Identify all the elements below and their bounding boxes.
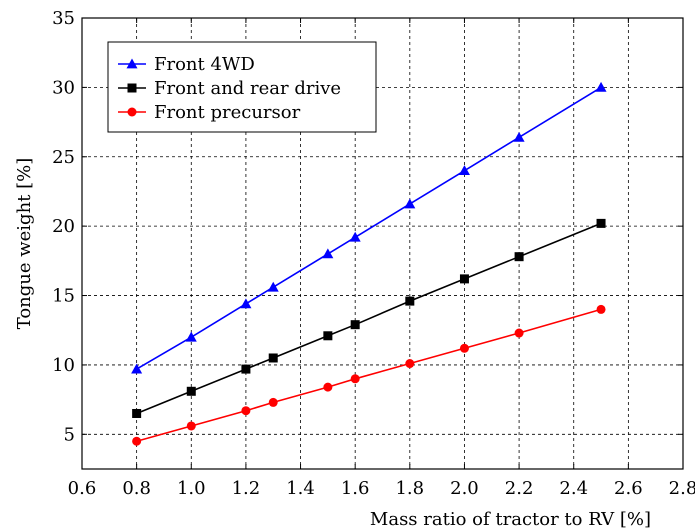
data-point bbox=[185, 331, 197, 342]
legend-item-front-precursor: Front precursor bbox=[118, 102, 301, 123]
legend-label: Front and rear drive bbox=[154, 78, 341, 99]
y-tick-label: 10 bbox=[52, 355, 75, 376]
data-point bbox=[186, 421, 196, 431]
data-point bbox=[350, 320, 360, 330]
series-line bbox=[136, 86, 602, 370]
series-front-4wd bbox=[131, 81, 607, 374]
axis-ticks bbox=[81, 17, 684, 469]
x-tick-label: 1.4 bbox=[286, 478, 315, 499]
x-tick-label: 1.0 bbox=[177, 478, 206, 499]
legend-label: Front 4WD bbox=[154, 54, 255, 75]
x-tick-label: 0.6 bbox=[68, 478, 97, 499]
series-front-and-rear-drive bbox=[132, 218, 606, 418]
legend: Front 4WD Front and rear drive Front precu… bbox=[107, 41, 377, 133]
legend-items: Front 4WD Front and rear drive Front precu… bbox=[118, 54, 341, 123]
data-point bbox=[595, 81, 607, 92]
data-point bbox=[405, 359, 415, 369]
x-tick-label: 2.8 bbox=[669, 478, 695, 499]
data-point bbox=[268, 353, 278, 363]
x-tick-label: 2.2 bbox=[505, 478, 534, 499]
x-tick-label: 1.6 bbox=[341, 478, 370, 499]
data-point bbox=[350, 374, 360, 384]
data-point bbox=[268, 397, 278, 407]
x-tick-label: 1.8 bbox=[395, 478, 424, 499]
legend-box bbox=[107, 41, 377, 133]
data-point bbox=[513, 131, 525, 142]
y-axis-label: Tongue weight [%] bbox=[14, 158, 35, 330]
data-point bbox=[132, 436, 142, 446]
y-tick-label: 25 bbox=[52, 147, 75, 168]
legend-item-front-4wd: Front 4WD bbox=[118, 54, 255, 75]
data-point bbox=[596, 218, 606, 228]
grid-lines bbox=[82, 18, 683, 469]
data-point bbox=[267, 281, 279, 292]
data-point bbox=[514, 328, 524, 338]
series-front-precursor bbox=[132, 304, 606, 446]
plot-frame bbox=[81, 17, 684, 470]
x-tick-label: 2.6 bbox=[614, 478, 643, 499]
legend-item-front-and-rear-drive: Front and rear drive bbox=[118, 78, 341, 99]
x-axis-label: Mass ratio of tractor to RV [%] bbox=[370, 509, 651, 530]
data-point bbox=[459, 274, 469, 284]
legend-marker bbox=[127, 83, 137, 93]
data-point bbox=[323, 382, 333, 392]
y-tick-label: 20 bbox=[52, 216, 75, 237]
data-point bbox=[241, 364, 251, 374]
legend-marker bbox=[126, 58, 138, 69]
data-point bbox=[131, 363, 143, 374]
data-point bbox=[132, 408, 142, 418]
y-tick-label: 30 bbox=[52, 77, 75, 98]
data-point bbox=[349, 231, 361, 242]
data-point bbox=[596, 304, 606, 314]
x-tick-label: 0.8 bbox=[122, 478, 151, 499]
data-point bbox=[458, 165, 470, 176]
data-point bbox=[323, 331, 333, 341]
x-tick-label: 2.4 bbox=[559, 478, 588, 499]
data-point bbox=[241, 406, 251, 416]
y-tick-label: 35 bbox=[52, 8, 75, 29]
series-line bbox=[136, 222, 602, 415]
data-point bbox=[459, 343, 469, 353]
y-tick-label: 5 bbox=[64, 424, 75, 445]
data-point bbox=[405, 296, 415, 306]
y-tick-label: 15 bbox=[52, 286, 75, 307]
tick-labels: 0.6 0.8 1.0 1.2 1.4 1.6 1.8 2.0 2.2 2.4 2.6 2.8 5 10 1… bbox=[52, 8, 695, 499]
data-point bbox=[322, 248, 334, 259]
x-tick-label: 1.2 bbox=[232, 478, 261, 499]
data-point bbox=[404, 198, 416, 209]
series-layer bbox=[131, 81, 607, 446]
series-line bbox=[136, 308, 602, 443]
data-point bbox=[186, 386, 196, 396]
x-tick-label: 2.0 bbox=[450, 478, 479, 499]
legend-marker bbox=[127, 107, 137, 117]
data-point bbox=[240, 298, 252, 309]
legend-label: Front precursor bbox=[154, 102, 301, 123]
data-point bbox=[514, 252, 524, 262]
